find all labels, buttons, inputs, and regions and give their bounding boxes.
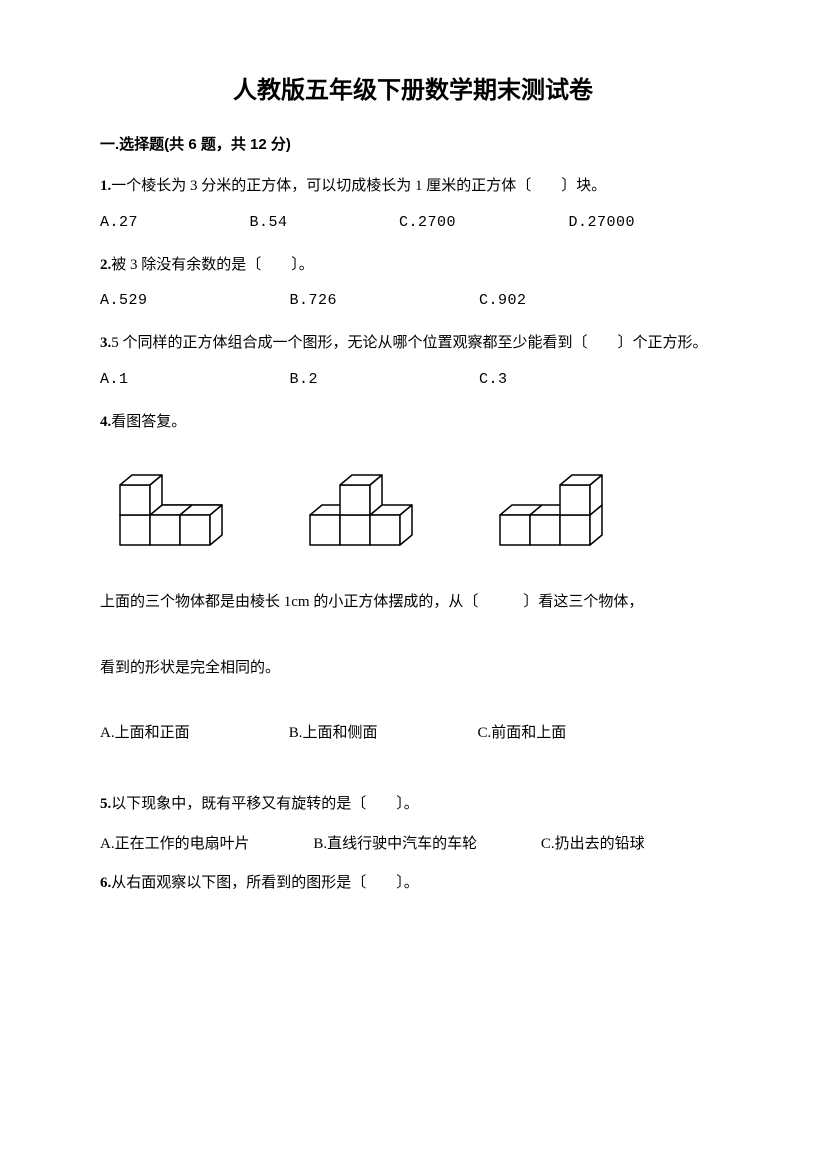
- q1-opt-c: C.2700: [399, 214, 559, 231]
- figure-3: [490, 465, 620, 550]
- q4-figures: [100, 465, 726, 550]
- q4-line1: 上面的三个物体都是由棱长 1cm 的小正方体摆成的，从〔 〕看这三个物体，: [100, 590, 726, 616]
- q1-text: 一个棱长为 3 分米的正方体，可以切成棱长为 1 厘米的正方体〔 〕块。: [111, 178, 606, 194]
- question-2: 2.被 3 除没有余数的是〔 〕。: [100, 253, 726, 279]
- q5-opt-c: C.扔出去的铅球: [541, 836, 645, 852]
- q3-opt-b: B.2: [290, 371, 470, 388]
- figure-1: [110, 465, 240, 550]
- q4-opt-c: C.前面和上面: [478, 721, 663, 742]
- q2-opt-c: C.902: [479, 292, 527, 309]
- q2-opt-a: A.529: [100, 292, 280, 309]
- q4-options: A.上面和正面 B.上面和侧面 C.前面和上面: [100, 721, 726, 742]
- q3-options: A.1 B.2 C.3: [100, 371, 726, 388]
- question-6: 6.从右面观察以下图，所看到的图形是〔 〕。: [100, 871, 726, 897]
- q3-num: 3.: [100, 335, 111, 351]
- q1-options: A.27 B.54 C.2700 D.27000: [100, 214, 726, 231]
- q4-opt-a: A.上面和正面: [100, 721, 285, 742]
- q1-opt-b: B.54: [250, 214, 390, 231]
- q6-num: 6.: [100, 875, 111, 891]
- q5-text: 以下现象中，既有平移又有旋转的是〔 〕。: [111, 796, 419, 812]
- q4-opt-b: B.上面和侧面: [289, 721, 474, 742]
- q3-opt-c: C.3: [479, 371, 508, 388]
- section-header: 一.选择题(共 6 题，共 12 分): [100, 133, 726, 154]
- document-title: 人教版五年级下册数学期末测试卷: [100, 70, 726, 105]
- q2-opt-b: B.726: [290, 292, 470, 309]
- question-4: 4.看图答复。: [100, 410, 726, 436]
- q5-options: A.正在工作的电扇叶片 B.直线行驶中汽车的车轮 C.扔出去的铅球: [100, 832, 726, 858]
- q4-line2: 看到的形状是完全相同的。: [100, 656, 726, 682]
- q4-text: 看图答复。: [111, 414, 186, 430]
- question-1: 1.一个棱长为 3 分米的正方体，可以切成棱长为 1 厘米的正方体〔 〕块。: [100, 174, 726, 200]
- figure-2: [300, 465, 430, 550]
- question-5: 5.以下现象中，既有平移又有旋转的是〔 〕。: [100, 792, 726, 818]
- q2-text: 被 3 除没有余数的是〔 〕。: [111, 257, 314, 273]
- q5-opt-a: A.正在工作的电扇叶片: [100, 836, 250, 852]
- q2-num: 2.: [100, 257, 111, 273]
- q1-opt-a: A.27: [100, 214, 240, 231]
- q5-opt-b: B.直线行驶中汽车的车轮: [313, 836, 477, 852]
- q4-num: 4.: [100, 414, 111, 430]
- q2-options: A.529 B.726 C.902: [100, 292, 726, 309]
- question-3: 3.5 个同样的正方体组合成一个图形，无论从哪个位置观察都至少能看到〔 〕个正方…: [100, 331, 726, 357]
- q1-opt-d: D.27000: [569, 214, 636, 231]
- q3-opt-a: A.1: [100, 371, 280, 388]
- q6-text: 从右面观察以下图，所看到的图形是〔 〕。: [111, 875, 419, 891]
- page: 人教版五年级下册数学期末测试卷 一.选择题(共 6 题，共 12 分) 1.一个…: [0, 0, 826, 1169]
- q3-text: 5 个同样的正方体组合成一个图形，无论从哪个位置观察都至少能看到〔 〕个正方形。: [111, 335, 707, 351]
- q5-num: 5.: [100, 796, 111, 812]
- q1-num: 1.: [100, 178, 111, 194]
